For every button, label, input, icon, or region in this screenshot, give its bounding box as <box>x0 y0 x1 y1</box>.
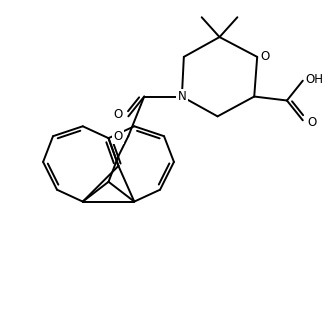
Text: O: O <box>113 108 122 121</box>
Text: O: O <box>261 50 270 63</box>
Text: OH: OH <box>306 73 324 86</box>
Text: O: O <box>113 130 122 143</box>
Text: N: N <box>177 90 186 103</box>
Text: O: O <box>308 116 317 129</box>
